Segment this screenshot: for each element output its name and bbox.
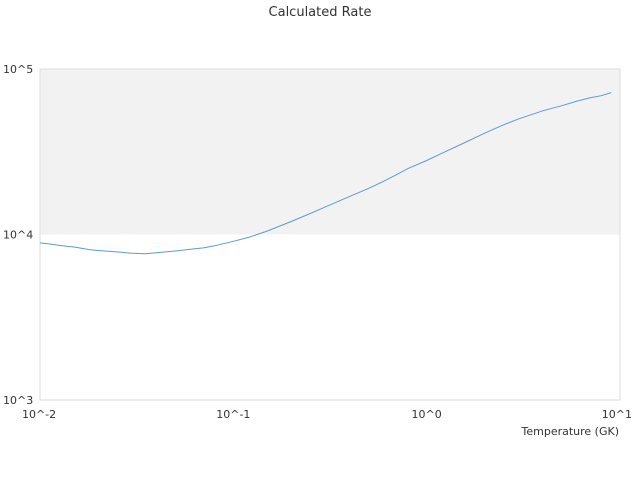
x-tick-label: 10^0	[412, 408, 442, 421]
band-layer	[40, 69, 620, 235]
series-layer	[39, 92, 612, 255]
shaded-band-0	[40, 69, 620, 235]
series-line-0	[39, 92, 612, 255]
y-axis: 10^3 10^4 10^5	[3, 63, 33, 407]
x-axis-label: Temperature (GK)	[521, 425, 620, 438]
y-tick-label: 10^3	[3, 394, 33, 407]
chart-title: Calculated Rate	[269, 5, 372, 20]
x-tick-label: 10^-1	[216, 408, 250, 421]
y-tick-label: 10^5	[3, 63, 33, 76]
x-tick-label: 10^-2	[22, 408, 56, 421]
y-tick-label: 10^4	[3, 229, 33, 242]
x-axis: 10^-2 10^-1 10^0 10^1	[22, 408, 632, 421]
x-tick-label: 10^1	[602, 408, 632, 421]
plot-frame	[39, 68, 621, 401]
